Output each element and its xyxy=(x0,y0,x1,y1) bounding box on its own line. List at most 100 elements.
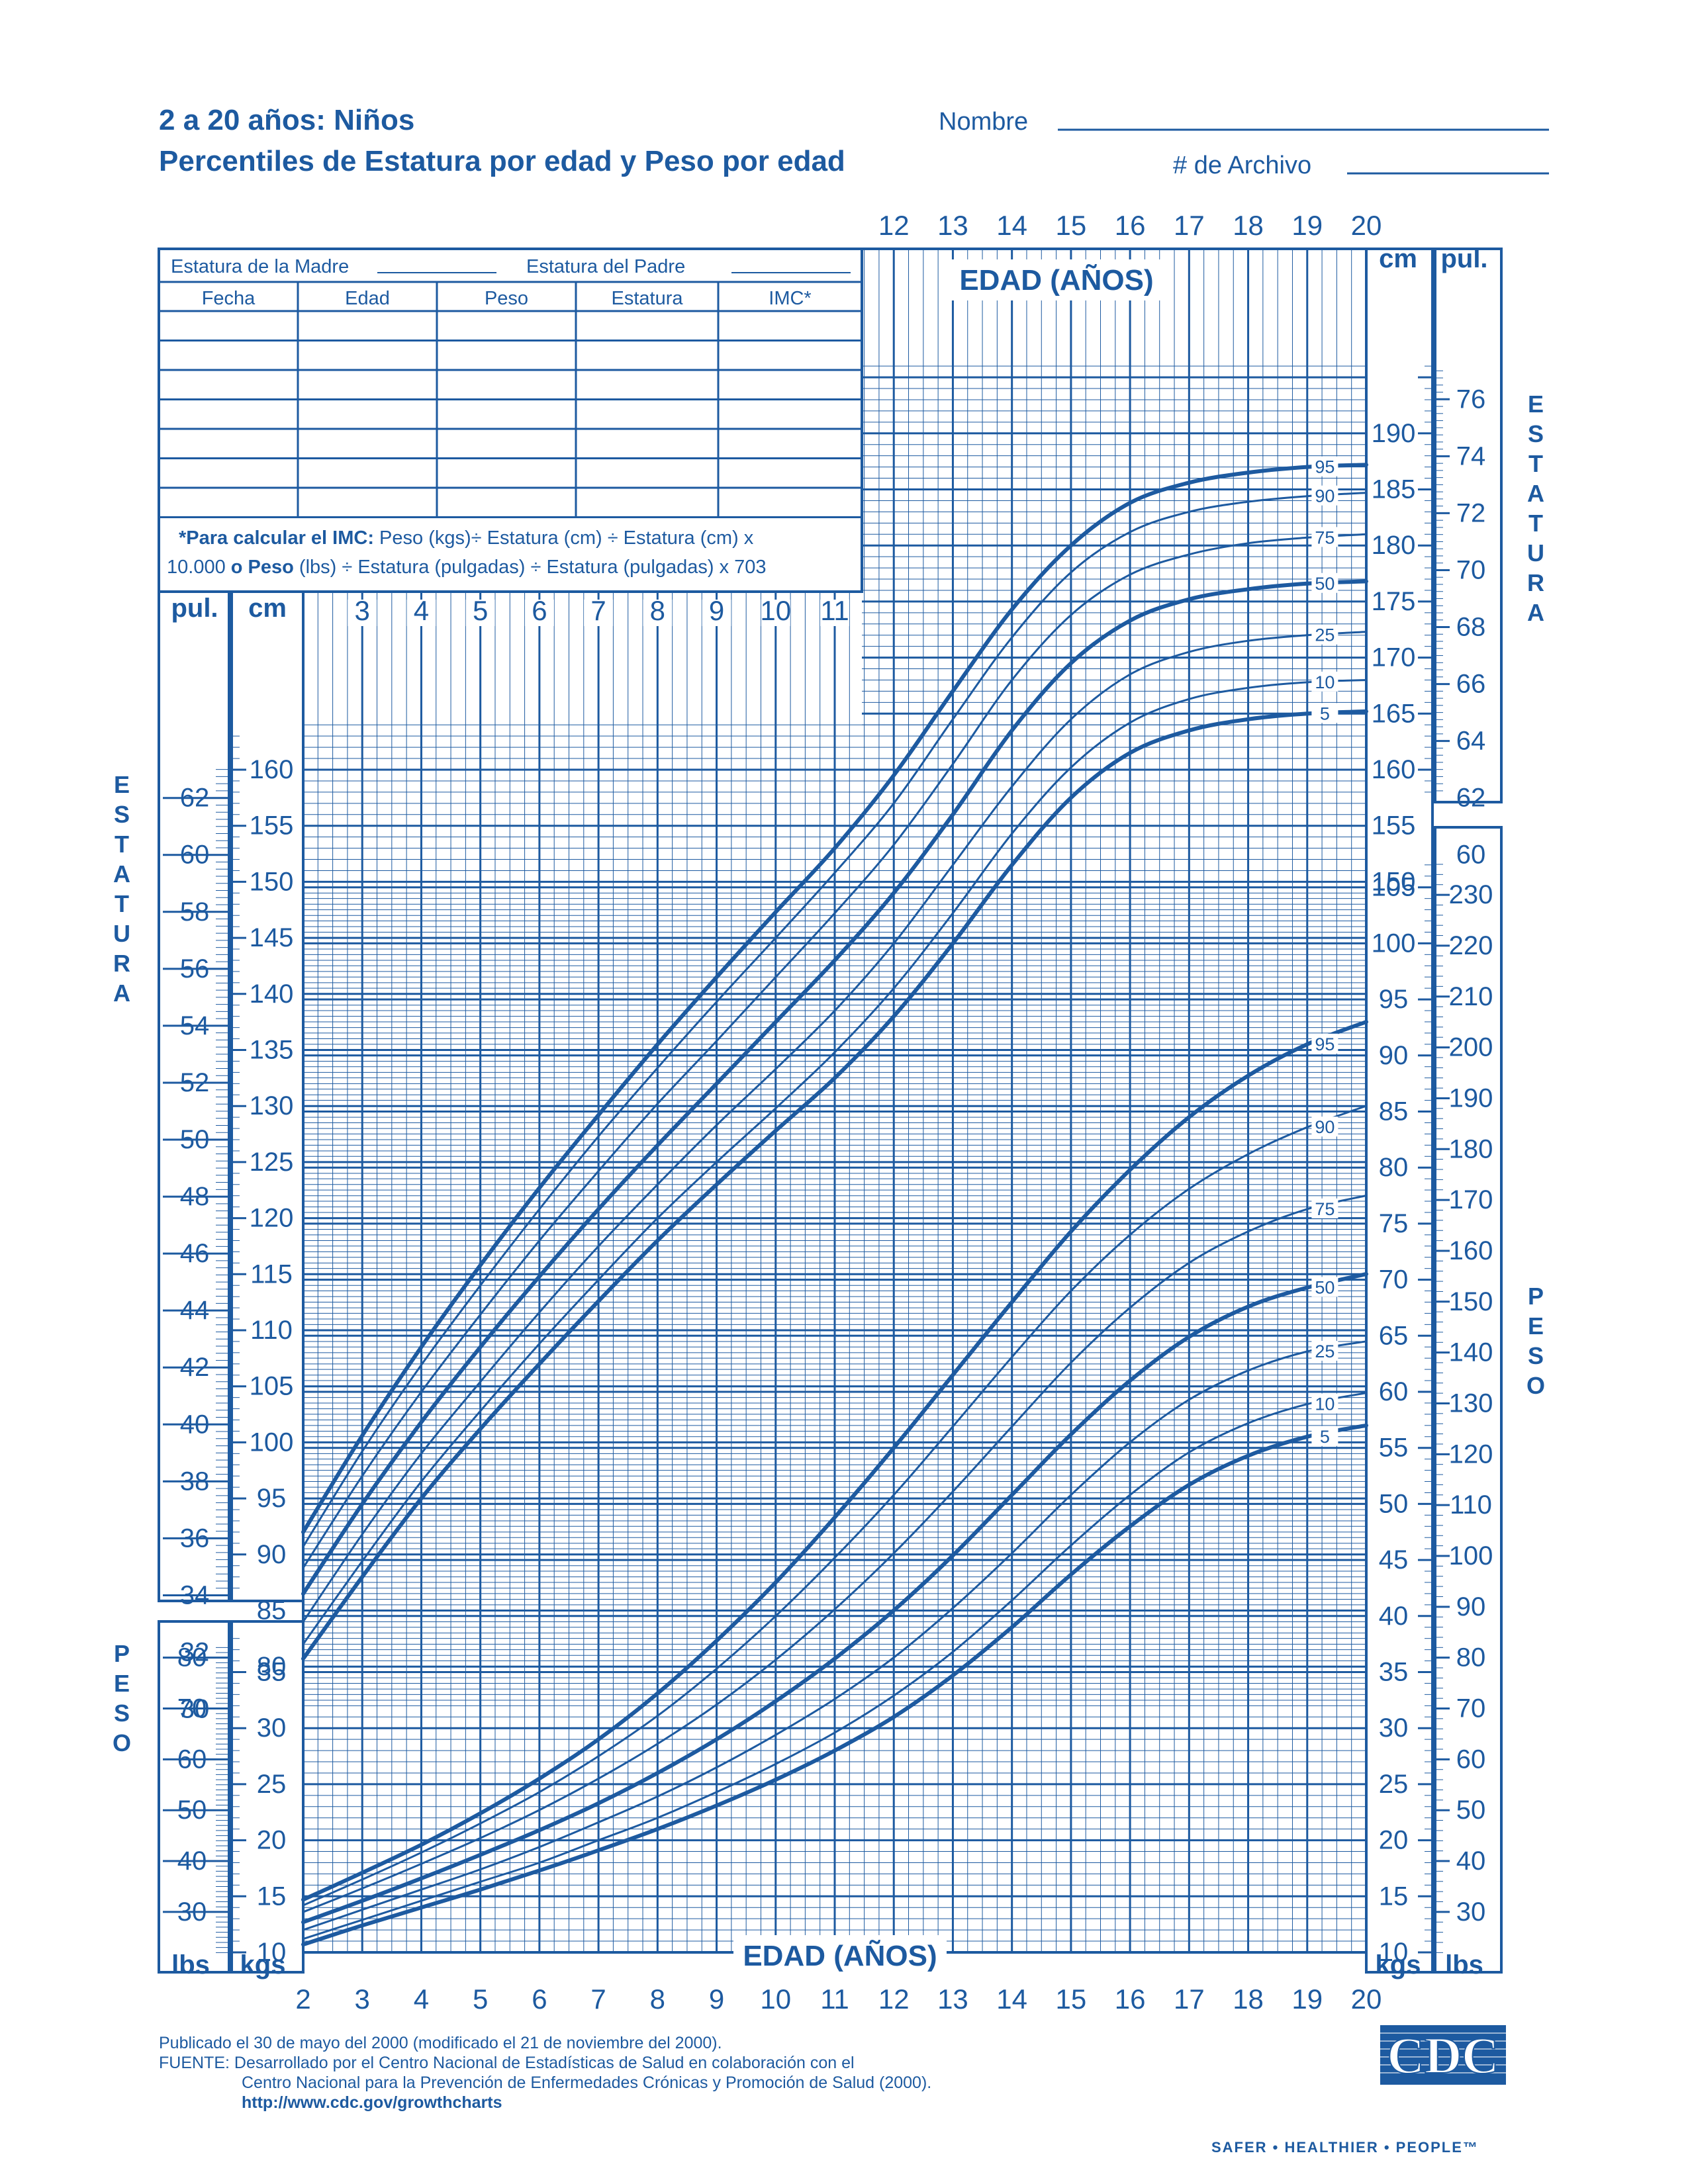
table-cell[interactable] xyxy=(299,430,436,457)
in-tick-label-right: 68 xyxy=(1456,613,1486,642)
cm-tick-label: 115 xyxy=(250,1259,293,1289)
age-tick-label-bottom: 20 xyxy=(1351,1983,1382,2015)
table-cell[interactable] xyxy=(720,401,861,428)
age-label-bg xyxy=(465,600,495,626)
stature-percentile-90-label: 90 xyxy=(1315,486,1335,506)
table-cell[interactable] xyxy=(299,401,436,428)
table-cell[interactable] xyxy=(160,489,297,516)
age-label-bg xyxy=(761,600,790,626)
percentile-label-bg xyxy=(1311,1393,1338,1414)
age-label-bg xyxy=(820,600,849,626)
table-cell[interactable] xyxy=(160,312,297,340)
in-tick-label: 40 xyxy=(180,1410,210,1439)
age-tick-label-middle: 9 xyxy=(709,595,724,626)
axes: 3032343638404244464850525456586062808590… xyxy=(163,210,1493,2015)
in-tick-label: 54 xyxy=(180,1011,210,1040)
in-tick-label-right: 76 xyxy=(1456,385,1486,414)
in-tick-label: 56 xyxy=(180,954,210,983)
age-tick-label-middle: 6 xyxy=(532,595,547,626)
lb-footer-left: lbs xyxy=(171,1950,210,1979)
footer: Publicado el 30 de mayo del 2000 (modifi… xyxy=(159,2033,931,2113)
lb-tick-label-right: 50 xyxy=(1456,1796,1486,1825)
cm-tick-label: 150 xyxy=(250,867,294,896)
record-label: # de Archivo xyxy=(1173,152,1311,179)
table-cell[interactable] xyxy=(577,342,717,369)
source-line-1: FUENTE: Desarrollado por el Centro Nacio… xyxy=(159,2054,855,2072)
cm-header-left: cm xyxy=(248,594,287,623)
table-cell[interactable] xyxy=(299,312,436,340)
lb-tick-label-right: 200 xyxy=(1449,1033,1493,1062)
bmi-note-line2: 10.000 o Peso (lbs) ÷ Estatura (pulgadas… xyxy=(167,557,767,578)
age-label-bg xyxy=(702,600,731,626)
table-cell[interactable] xyxy=(438,430,575,457)
table-cell[interactable] xyxy=(299,489,436,516)
age-tick-label-top: 19 xyxy=(1291,210,1323,241)
lb-tick-label-right: 220 xyxy=(1449,931,1493,960)
kg-tick-label: 10 xyxy=(257,1938,287,1967)
source-line-2: Centro Nacional para la Prevención de En… xyxy=(242,2073,932,2092)
kg-tick-label: 25 xyxy=(257,1770,287,1799)
weight-percentile-50-line xyxy=(301,1272,1368,1925)
table-cell[interactable] xyxy=(160,430,297,457)
stature-percentile-10-line xyxy=(302,679,1368,1645)
cm-tick-label: 100 xyxy=(250,1428,294,1457)
percentile-label-bg xyxy=(1311,1116,1338,1137)
table-cell[interactable] xyxy=(160,342,297,369)
table-cell[interactable] xyxy=(577,312,717,340)
lb-tick-label-right: 160 xyxy=(1449,1236,1493,1265)
growthcharts-link[interactable]: http://www.cdc.gov/growthcharts xyxy=(242,2093,502,2112)
stature-percentile-25-line xyxy=(302,631,1368,1623)
percentile-label-bg xyxy=(1311,1033,1338,1054)
weight-percentile-5-label: 5 xyxy=(1320,1427,1330,1447)
table-cell[interactable] xyxy=(438,371,575,398)
table-cell[interactable] xyxy=(720,342,861,369)
cm-tick-label: 125 xyxy=(250,1148,294,1177)
lb-tick-label-right: 30 xyxy=(1456,1897,1486,1927)
table-cell[interactable] xyxy=(438,460,575,487)
kg-tick-label-right: 90 xyxy=(1379,1041,1409,1070)
table-cell[interactable] xyxy=(438,342,575,369)
table-cell[interactable] xyxy=(720,460,861,487)
weight-percentile-75-label: 75 xyxy=(1315,1199,1335,1219)
in-tick-label: 60 xyxy=(180,841,210,870)
table-cell[interactable] xyxy=(577,371,717,398)
age-tick-label-bottom: 2 xyxy=(295,1983,310,2015)
cm-tick-label: 160 xyxy=(250,755,294,784)
table-cell[interactable] xyxy=(720,430,861,457)
table-cell[interactable] xyxy=(720,489,861,516)
lb-tick-label: 70 xyxy=(177,1694,207,1723)
in-tick-label: 50 xyxy=(180,1125,210,1154)
table-cell[interactable] xyxy=(438,312,575,340)
cdc-logo-text: CDC xyxy=(1387,2026,1499,2084)
table-cell[interactable] xyxy=(577,460,717,487)
weight-percentile-90-line xyxy=(302,1105,1368,1907)
weight-percentile-50-label: 50 xyxy=(1315,1277,1335,1297)
kg-tick-label-right: 15 xyxy=(1379,1882,1409,1911)
table-cell[interactable] xyxy=(299,460,436,487)
in-tick-label: 52 xyxy=(180,1068,210,1097)
table-cell[interactable] xyxy=(577,430,717,457)
cm-tick-label: 90 xyxy=(257,1540,287,1569)
table-cell[interactable] xyxy=(577,401,717,428)
table-cell[interactable] xyxy=(720,312,861,340)
cm-tick-label: 95 xyxy=(257,1484,287,1513)
table-cell[interactable] xyxy=(299,371,436,398)
age-tick-label-top: 15 xyxy=(1056,210,1087,241)
table-cell[interactable] xyxy=(438,489,575,516)
percentile-label-bg xyxy=(1311,485,1338,506)
table-cell[interactable] xyxy=(160,371,297,398)
table-cell[interactable] xyxy=(160,401,297,428)
kg-tick-label-right: 50 xyxy=(1379,1489,1409,1518)
table-cell[interactable] xyxy=(438,401,575,428)
stature-percentile-5-label: 5 xyxy=(1320,704,1330,723)
in-scale-right-stature xyxy=(1434,248,1503,803)
kg-tick-label: 20 xyxy=(257,1826,287,1855)
age-tick-label-bottom: 13 xyxy=(937,1983,968,2015)
table-cell[interactable] xyxy=(299,342,436,369)
age-tick-label-bottom: 10 xyxy=(760,1983,791,2015)
table-cell[interactable] xyxy=(577,489,717,516)
table-cell[interactable] xyxy=(160,460,297,487)
kg-tick-label: 30 xyxy=(257,1713,287,1743)
age-label-bg xyxy=(524,600,554,626)
table-cell[interactable] xyxy=(720,371,861,398)
